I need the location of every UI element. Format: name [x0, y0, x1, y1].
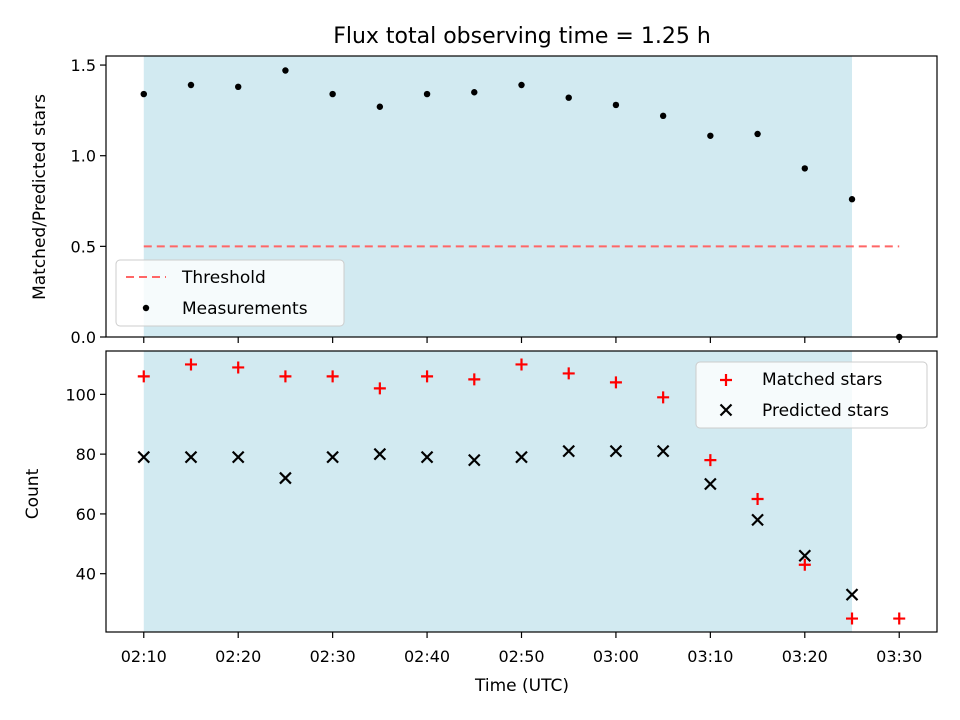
predicted-star-point	[231, 450, 245, 464]
predicted-star-point	[137, 450, 151, 464]
predicted-star-point	[798, 549, 812, 563]
legend-matched-swatch	[720, 374, 732, 386]
y-tick-label: 0.5	[71, 237, 96, 256]
y-tick-label: 1.5	[71, 56, 96, 75]
measurement-point	[423, 90, 431, 98]
predicted-star-point	[704, 477, 717, 491]
measurement-point	[801, 165, 808, 172]
matched-star-point	[704, 454, 717, 467]
x-tick-label: 02:10	[121, 647, 167, 666]
x-tick-label: 02:40	[404, 647, 450, 666]
matched-star-point	[468, 373, 481, 386]
legend-predicted-label: Predicted stars	[762, 401, 889, 421]
x-tick-label: 03:10	[687, 647, 733, 666]
y-tick-label: 60	[76, 505, 96, 524]
legend-predicted-swatch	[719, 403, 733, 417]
matched-star-point	[562, 367, 575, 380]
chart-title: Flux total observing time = 1.25 h	[333, 24, 711, 49]
bottom-panel: 40 60 80 100 02:10 02:20 02:30 02:40 02:50 03:00 0…	[65, 350, 938, 666]
matched-star-point	[137, 370, 150, 383]
measurement-point	[612, 101, 620, 109]
measurement-point	[707, 132, 714, 139]
y-tick-label: 0.0	[71, 328, 96, 347]
measurement-point	[187, 81, 195, 89]
measurement-point	[754, 130, 761, 138]
matched-star-point	[184, 358, 197, 371]
legend-threshold-label: Threshold	[181, 268, 266, 288]
top-legend: Threshold Measurements	[115, 259, 345, 327]
y-tick-label: 1.0	[71, 147, 96, 166]
matched-star-point	[279, 370, 292, 383]
measurement-point	[140, 90, 147, 98]
legend-matched-label: Matched stars	[762, 370, 882, 390]
bottom-legend-box	[695, 361, 928, 429]
x-tick-label: 02:30	[310, 647, 356, 666]
x-axis-label: Time (UTC)	[474, 676, 569, 696]
x-tick-label: 03:20	[782, 647, 828, 666]
top-panel: 0.0 0.5 1.0 1.5 Threshold Measurements	[71, 55, 938, 347]
predicted-star-point	[373, 447, 387, 461]
matched-star-point	[893, 612, 906, 625]
matched-star-point	[657, 391, 670, 404]
predicted-star-point	[562, 444, 575, 458]
bottom-legend: Matched stars Predicted stars	[695, 361, 928, 429]
y-tick-label: 80	[76, 445, 96, 464]
bottom-plot-frame	[105, 350, 938, 633]
predicted-star-point	[420, 450, 434, 464]
predicted-star-point	[184, 450, 198, 464]
measurement-point	[565, 94, 572, 101]
measurement-point	[282, 67, 289, 74]
predicted-star-point	[656, 444, 670, 458]
predicted-star-point	[515, 450, 528, 464]
matched-star-point	[751, 492, 764, 505]
measurement-point	[376, 103, 384, 110]
legend-measurements-label: Measurements	[182, 299, 308, 319]
measurement-point	[235, 83, 242, 91]
predicted-star-point	[326, 450, 339, 464]
top-plot-frame	[105, 55, 938, 338]
x-tick-label: 03:30	[876, 647, 922, 666]
matched-star-point	[798, 558, 811, 571]
matched-star-point	[846, 612, 859, 625]
measurement-point	[471, 89, 478, 96]
y-tick-label: 100	[65, 385, 96, 404]
predicted-star-point	[279, 471, 292, 485]
matched-star-point	[373, 382, 386, 395]
legend-measurements-swatch	[142, 304, 150, 312]
measurement-point	[848, 196, 856, 203]
y-tick-label: 40	[76, 565, 96, 584]
measurement-point	[518, 81, 525, 89]
x-tick-label: 03:00	[593, 647, 639, 666]
top-legend-box	[115, 259, 345, 327]
matched-star-point	[326, 370, 339, 383]
x-tick-label: 02:20	[215, 647, 261, 666]
top-y-axis-label: Matched/Predicted stars	[30, 94, 50, 300]
matched-star-point	[232, 361, 245, 374]
predicted-star-point	[468, 453, 481, 467]
predicted-star-point	[751, 513, 764, 527]
matched-star-point	[515, 358, 528, 371]
matched-star-point	[421, 370, 434, 383]
predicted-star-point	[845, 588, 859, 601]
matched-star-point	[609, 376, 622, 389]
measurement-point	[329, 90, 336, 98]
predicted-star-point	[609, 444, 623, 458]
x-tick-label: 02:50	[498, 647, 544, 666]
measurement-point	[659, 112, 667, 120]
bottom-y-axis-label: Count	[23, 468, 43, 519]
